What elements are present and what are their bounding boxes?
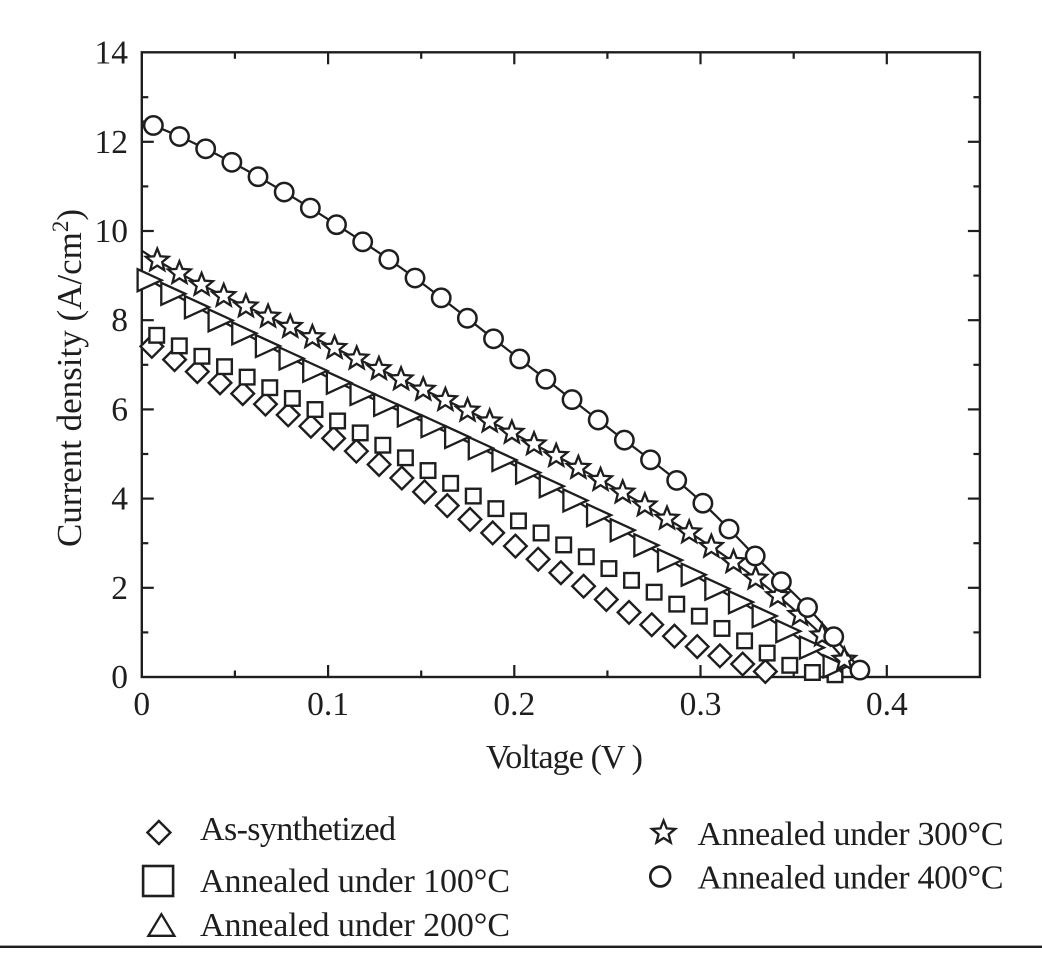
svg-text:10: 10 (95, 213, 129, 250)
svg-text:4: 4 (111, 481, 128, 518)
svg-text:Annealed under 400°C: Annealed under 400°C (698, 860, 1004, 897)
svg-text:0.3: 0.3 (680, 686, 722, 723)
svg-text:6: 6 (111, 391, 128, 428)
svg-text:0.4: 0.4 (866, 686, 908, 723)
svg-text:12: 12 (95, 124, 129, 161)
svg-text:Current density (A/cm2): Current density (A/cm2) (48, 209, 89, 547)
svg-text:As-synthetized: As-synthetized (200, 811, 396, 848)
svg-text:8: 8 (111, 302, 128, 339)
svg-text:Annealed under 200°C: Annealed under 200°C (200, 907, 510, 944)
svg-text:0.2: 0.2 (493, 686, 535, 723)
svg-text:14: 14 (95, 35, 129, 72)
svg-text:0: 0 (111, 659, 128, 696)
svg-text:Annealed under 300°C: Annealed under 300°C (698, 816, 1004, 853)
svg-text:Annealed under 100°C: Annealed under 100°C (200, 863, 510, 900)
svg-text:0: 0 (133, 686, 150, 723)
svg-text:2: 2 (111, 570, 128, 607)
svg-text:Voltage (V ): Voltage (V ) (486, 739, 643, 776)
svg-text:0.1: 0.1 (307, 686, 349, 723)
